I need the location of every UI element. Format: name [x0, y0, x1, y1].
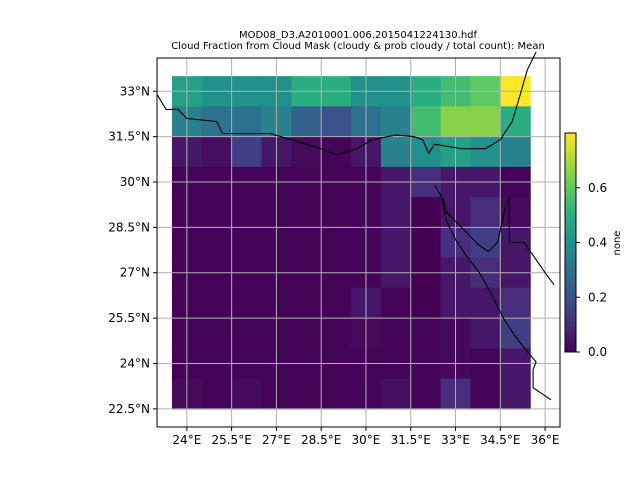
y-tick-label: 28.5°N [108, 220, 150, 234]
heatmap-cell [470, 106, 501, 138]
heatmap-cell [321, 227, 352, 259]
colorbar-tick-label: 0.4 [588, 236, 607, 250]
x-tick-label: 33°E [441, 433, 470, 447]
coastlines [156, 51, 555, 401]
heatmap-cell [291, 378, 322, 410]
heatmap-cell [410, 227, 442, 259]
coastline [440, 193, 552, 401]
heatmap-cell [470, 378, 501, 410]
chart-title-line2: Cloud Fraction from Cloud Mask (cloudy &… [171, 41, 545, 52]
heatmap-cell [500, 318, 531, 349]
heatmap-cell [500, 378, 531, 410]
x-tick-label: 28.5°E [301, 433, 341, 447]
heatmap-cell [231, 378, 263, 410]
y-tick-label: 25.5°N [108, 311, 150, 325]
heatmap-cell [291, 106, 322, 138]
heatmap-cell [470, 197, 501, 228]
y-tick-label: 22.5°N [108, 402, 150, 416]
heatmap-cell [231, 227, 263, 259]
coastline [434, 184, 510, 253]
heatmap-cell [410, 318, 442, 349]
heatmap-cell [231, 287, 263, 319]
heatmap-cell [291, 287, 322, 319]
colorbar-tick-label: 0.2 [588, 290, 607, 304]
heatmap-cell [201, 197, 233, 228]
colorbar-tick-label: 0.6 [588, 181, 607, 195]
heatmap-cell [321, 106, 352, 138]
y-tick-label: 30°N [120, 175, 150, 189]
x-tick-label: 36°E [531, 433, 560, 447]
heatmap-cell [500, 287, 531, 319]
heatmap-cell [380, 318, 412, 349]
heatmap-cell [201, 318, 233, 349]
heatmap-cell [410, 136, 442, 168]
heatmap-cell [231, 136, 263, 168]
colorbar-label: none [612, 231, 623, 256]
colorbar-ticks: 0.0 0.2 0.4 0.6 [576, 181, 607, 359]
heatmap-cell [470, 136, 501, 168]
heatmap-cell [231, 318, 263, 349]
x-tick-label: 31.5°E [391, 433, 431, 447]
heatmap-cell [321, 318, 352, 349]
heatmap-cell [201, 136, 233, 168]
heatmap-cell [291, 197, 322, 228]
heatmap-cell [201, 378, 233, 410]
y-tick-label: 27°N [120, 266, 150, 280]
heatmap-cell [500, 197, 531, 228]
y-axis-ticks: 33°N 31.5°N 30°N 28.5°N 27°N 25.5°N 24°N 22.5°N [108, 84, 157, 416]
coastline [508, 197, 555, 286]
heatmap-cell [470, 227, 501, 259]
heatmap-cell [380, 197, 412, 228]
gridlines [157, 58, 560, 427]
heatmap-cell [410, 197, 442, 228]
colorbar-tick-label: 0.0 [588, 345, 607, 359]
x-tick-label: 24°E [172, 433, 201, 447]
heatmap-cell [201, 287, 233, 319]
x-tick-label: 27°E [262, 433, 291, 447]
heatmap-cell [380, 106, 412, 138]
x-tick-label: 30°E [352, 433, 381, 447]
coastline [156, 51, 537, 156]
heatmap-cell [380, 227, 412, 259]
chart-title-line1: MOD08_D3.A2010001.006.2015041224130.hdf [239, 30, 478, 41]
heatmap-cell [470, 318, 501, 349]
heatmap-cell [321, 378, 352, 410]
x-tick-label: 34.5°E [480, 433, 520, 447]
x-axis-ticks: 24°E 25.5°E 27°E 28.5°E 30°E 31.5°E 33°E 34.5°E… [172, 427, 560, 447]
heatmap-cell [380, 287, 412, 319]
colorbar [564, 132, 577, 353]
heatmap-cell [380, 378, 412, 410]
heatmap-cell [321, 197, 352, 228]
heatmap-cell [410, 106, 442, 138]
heatmap-cell [231, 106, 263, 138]
plot-frame [156, 57, 561, 428]
heatmap-cell [321, 287, 352, 319]
y-tick-label: 31.5°N [108, 130, 150, 144]
x-tick-label: 25.5°E [211, 433, 251, 447]
heatmap-cell [291, 227, 322, 259]
heatmap-cell [410, 287, 442, 319]
heatmap-cell [500, 136, 531, 168]
heatmap-cell [231, 197, 263, 228]
heatmap-cell [380, 136, 412, 168]
y-tick-label: 24°N [120, 356, 150, 370]
heatmap-cell [201, 227, 233, 259]
heatmap-cell [410, 378, 442, 410]
heatmap-cell [291, 318, 322, 349]
y-tick-label: 33°N [120, 84, 150, 98]
